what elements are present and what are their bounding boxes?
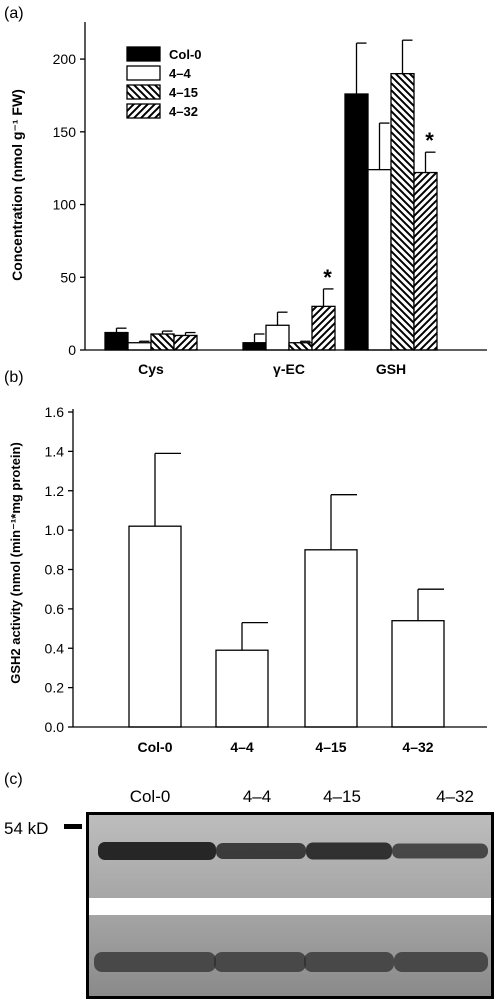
ytick-label-b-4: 0.8	[45, 562, 65, 578]
panel-b-axes: Col-0 4–4 4–15 4–32 0.0 0.2 0.4 0.6 0.8 1.0 1.2 1.4…	[45, 404, 487, 755]
ytick-label-b-5: 1.0	[45, 522, 65, 538]
blot-lane-labels: Col-0 4–4 4–15 4–32	[130, 787, 474, 806]
bar-a-0-1	[127, 342, 152, 351]
blot-band-54kd-1	[216, 843, 306, 859]
panel-b-label: (b)	[4, 369, 24, 386]
ytick-label-b-1: 0.2	[45, 680, 65, 696]
bar-a-0-3	[173, 334, 198, 351]
panel-c-label: (c)	[4, 771, 23, 788]
legend-label-0: Col-0	[169, 47, 202, 62]
legend-swatch-3	[126, 103, 161, 119]
bar-a-0-2	[150, 333, 175, 351]
xtick-label-b-0: Col-0	[138, 739, 173, 755]
ytick-label-b-3: 0.6	[45, 601, 65, 617]
ytick-label-a-0: 0	[68, 342, 76, 358]
bar-a-1-1	[265, 324, 290, 351]
bar-b-3	[391, 620, 445, 728]
annotation-a-0: *	[323, 265, 332, 290]
bar-a-2-3	[413, 171, 438, 351]
panel-b-marks	[128, 452, 445, 728]
bar-a-0-0	[104, 331, 129, 351]
panel-c-blot: (c) Col-0 4–4 4–15 4–32 54 kD	[4, 771, 494, 999]
panel-b-chart: (b) GSH2 activity (nmol (min⁻¹*mg protei…	[4, 369, 487, 755]
blot-lane-label-2: 4–15	[323, 787, 361, 806]
xtick-label-a-1: γ-EC	[273, 361, 305, 377]
ytick-label-b-2: 0.4	[45, 640, 65, 656]
xtick-label-b-3: 4–32	[402, 739, 433, 755]
bar-a-1-3	[311, 305, 336, 351]
panel-b-ylabel: GSH2 activity (nmol (min⁻¹*mg protein)	[8, 442, 23, 684]
blot-band-54kd-0	[98, 842, 216, 860]
ytick-label-b-0: 0.0	[45, 719, 65, 735]
bar-a-2-2	[390, 72, 415, 351]
bar-a-1-0	[242, 342, 267, 351]
bar-a-2-0	[344, 93, 369, 351]
bar-a-2-1	[367, 168, 392, 351]
blot-bands	[94, 842, 488, 972]
legend-label-2: 4–15	[169, 85, 198, 100]
blot-band-54kd-2	[306, 842, 392, 860]
xtick-label-b-1: 4–4	[230, 739, 254, 755]
blot-marker-dash	[64, 824, 82, 829]
blot-band-54kd-3	[392, 843, 488, 859]
ytick-label-b-7: 1.4	[45, 443, 65, 459]
annotation-a-1: *	[425, 128, 434, 153]
bar-a-1-2	[288, 342, 313, 351]
panel-a-chart: (a) Concentration (nmol g⁻¹ FW) * * Cys γ-…	[4, 5, 487, 377]
ytick-label-a-4: 200	[53, 51, 77, 67]
panel-a-ylabel: Concentration (nmol g⁻¹ FW)	[9, 89, 25, 281]
ytick-label-a-1: 50	[60, 269, 76, 285]
ytick-label-b-8: 1.6	[45, 404, 65, 420]
ytick-label-a-3: 150	[53, 124, 77, 140]
bar-b-0	[128, 525, 182, 728]
blot-marker-label: 54 kD	[4, 819, 48, 838]
legend-swatch-2	[126, 84, 161, 100]
bar-b-2	[304, 549, 358, 728]
blot-band-loading-1	[214, 952, 306, 972]
bar-b-1	[215, 649, 269, 728]
panel-a-legend: Col-0 4–4 4–15 4–32	[126, 46, 202, 119]
blot-lane-label-3: 4–32	[436, 787, 474, 806]
xtick-label-a-0: Cys	[138, 361, 164, 377]
blot-lane-label-1: 4–4	[243, 787, 271, 806]
blot-lane-label-0: Col-0	[130, 787, 171, 806]
ytick-label-a-2: 100	[53, 197, 77, 213]
legend-swatch-0	[126, 46, 161, 62]
legend-label-3: 4–32	[169, 104, 198, 119]
ytick-label-b-6: 1.2	[45, 483, 65, 499]
legend-label-1: 4–4	[169, 66, 191, 81]
panel-a-axes: Cys γ-EC GSH 0 50 100 150 200	[53, 22, 487, 377]
blot-band-loading-3	[394, 952, 488, 972]
blot-gap	[89, 898, 491, 915]
panel-a-label: (a)	[4, 5, 24, 22]
xtick-label-a-2: GSH	[376, 361, 406, 377]
legend-swatch-1	[126, 65, 161, 81]
blot-band-loading-0	[94, 952, 216, 972]
blot-band-loading-2	[304, 952, 394, 972]
xtick-label-b-2: 4–15	[315, 739, 346, 755]
